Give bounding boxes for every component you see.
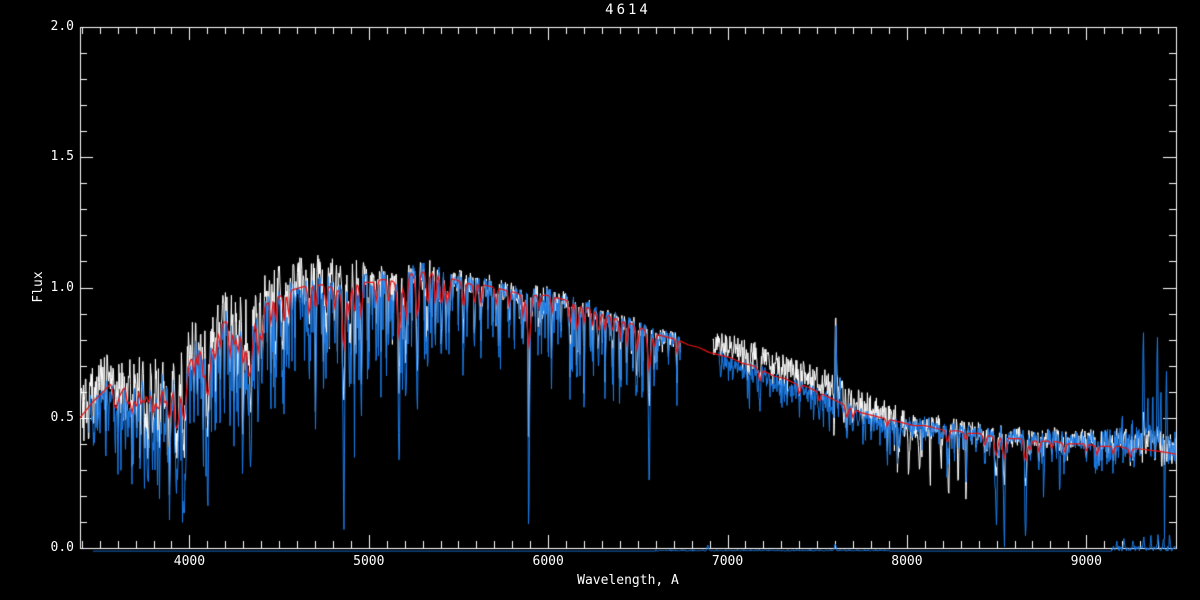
x-tick-label: 6000 xyxy=(532,554,564,569)
plot-title: 4614 xyxy=(605,2,651,18)
y-tick-label: 2.0 xyxy=(50,19,74,34)
x-tick-label: 4000 xyxy=(173,554,206,569)
x-tick-label: 5000 xyxy=(353,554,385,569)
y-tick-label: 1.5 xyxy=(50,149,74,165)
x-tick-label: 7000 xyxy=(711,554,744,569)
y-tick-label: 1.0 xyxy=(50,279,74,295)
x-tick-label: 9000 xyxy=(1070,554,1102,569)
x-tick-label: 8000 xyxy=(891,554,923,569)
y-tick-label: 0.5 xyxy=(50,409,74,425)
x-axis-label: Wavelength, A xyxy=(577,573,679,588)
y-tick-label: 0.0 xyxy=(50,540,74,555)
